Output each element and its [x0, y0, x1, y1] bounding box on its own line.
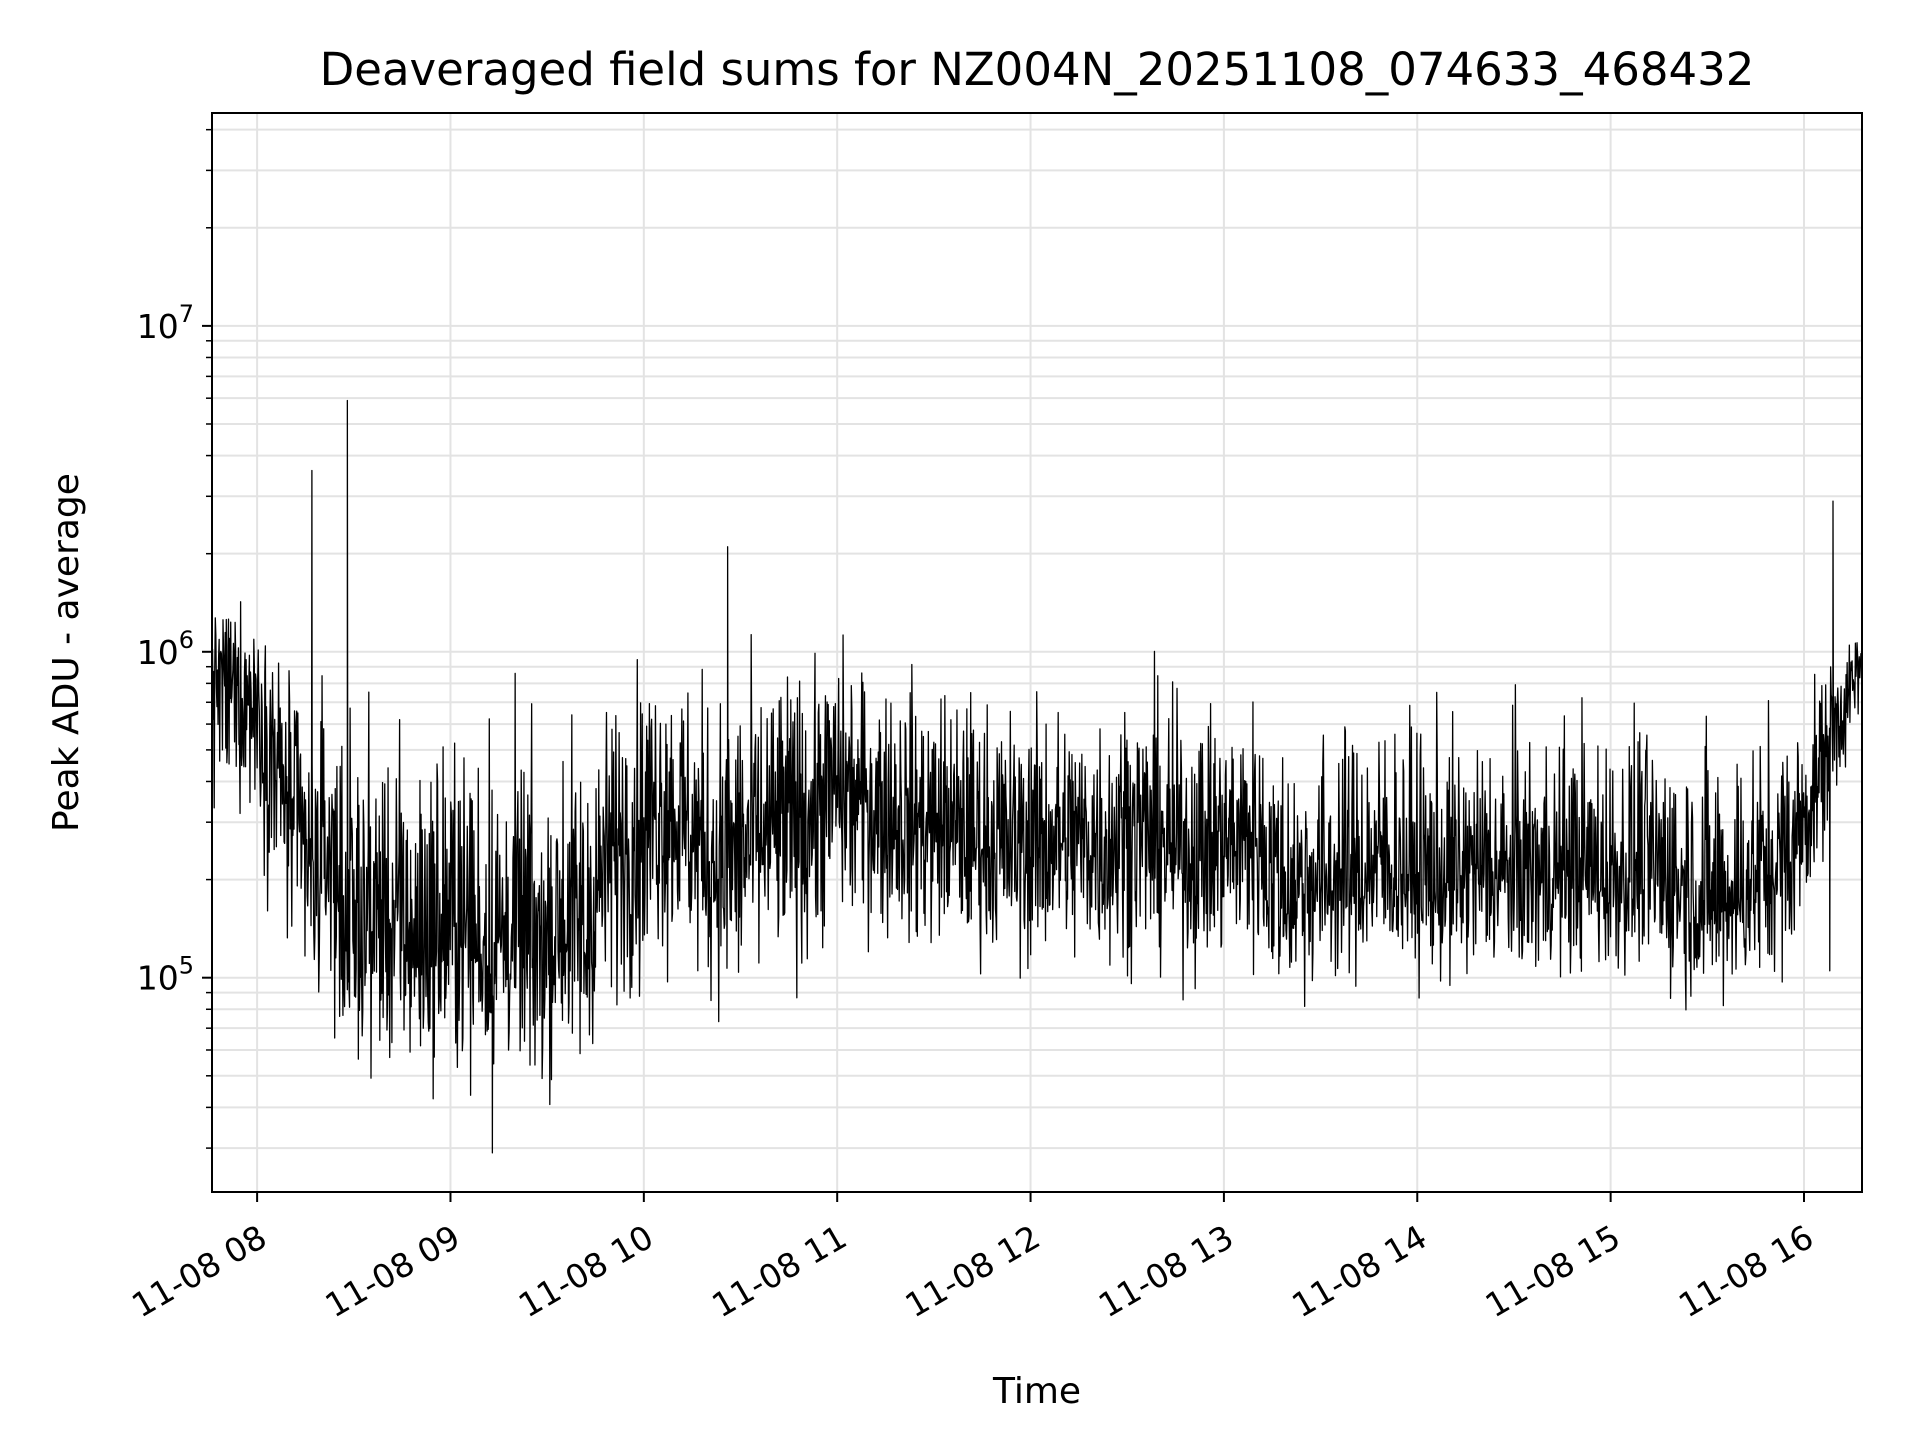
y-axis-label: Peak ADU - average: [46, 473, 87, 832]
x-axis-label: Time: [992, 1371, 1081, 1412]
y-tick-label: 107: [137, 300, 194, 346]
series-path: [211, 399, 1863, 1154]
y-tick-label: 106: [137, 626, 194, 672]
y-tick-label: 105: [137, 952, 194, 998]
chart-title: Deaveraged field sums for NZ004N_2025110…: [320, 43, 1755, 96]
series-line: [211, 399, 1863, 1154]
